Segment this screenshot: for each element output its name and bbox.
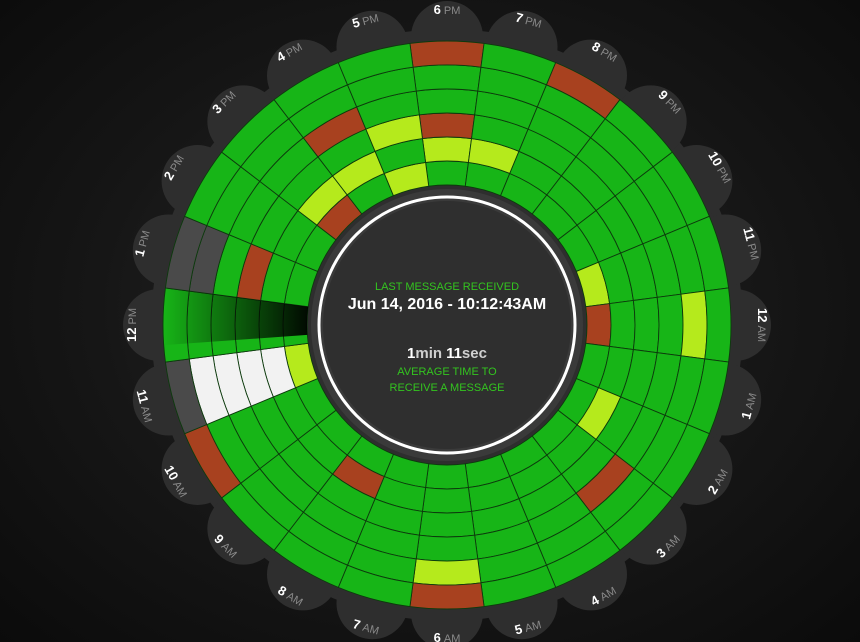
hour-label-number: 12 (755, 308, 770, 322)
hour-label-suffix: AM (138, 405, 154, 424)
hour-label-number: 10 (161, 463, 181, 483)
heatmap-cell (409, 40, 485, 68)
heatmap-cell (412, 558, 482, 586)
avg-sec-unit: sec (462, 345, 487, 362)
heatmap-cell (704, 287, 732, 363)
hour-label-number: 12 (124, 328, 139, 342)
hour-label: 1PM (132, 229, 153, 259)
avg-minutes: 1 (407, 345, 415, 362)
average-caption-line1: AVERAGE TIME TO (397, 366, 497, 378)
hour-label-number: 6 (434, 630, 441, 642)
hub-white-ring (317, 195, 577, 455)
heatmap-cell (421, 487, 473, 514)
hour-label-number: 10 (705, 149, 725, 169)
current-hour-indicator (162, 287, 309, 346)
heatmap-cell (337, 42, 414, 86)
hour-label: 12 AM (755, 308, 770, 342)
hour-label-suffix: PM (127, 308, 139, 325)
average-time-value: 1min 11sec (407, 345, 487, 362)
heatmap-cell (425, 463, 469, 490)
hour-label-number: 7 (351, 617, 362, 633)
heatmap-cell (425, 160, 469, 187)
hour-label: 5PM (351, 10, 381, 31)
hour-label-suffix: PM (137, 229, 153, 248)
hour-label-number: 1 (132, 247, 148, 258)
heatmap-cell (656, 293, 684, 357)
center-hub: LAST MESSAGE RECEIVED Jun 14, 2016 - 10:… (311, 189, 583, 461)
heatmap-cell (632, 296, 660, 354)
heatmap-cell (421, 136, 473, 163)
hour-label: 7PM (514, 10, 544, 31)
heatmap-cell (585, 303, 612, 347)
hub-inner-disc (323, 201, 571, 449)
heatmap-cell (680, 290, 708, 360)
hour-label-suffix: AM (524, 619, 543, 635)
hour-label-suffix: AM (744, 392, 760, 411)
avg-seconds: 11 (446, 345, 462, 362)
hour-label-number: 11 (133, 388, 151, 405)
heatmap-cell (418, 510, 476, 538)
heatmap-cell (412, 64, 482, 92)
hour-label: 6 AM (434, 630, 461, 642)
hour-label-suffix: AM (361, 622, 380, 638)
hour-label-number: 5 (351, 15, 362, 31)
hour-label-number: 5 (513, 622, 524, 638)
hour-label-number: 11 (740, 225, 758, 242)
last-message-time: Jun 14, 2016 - 10:12:43AM (348, 296, 546, 313)
hour-label-suffix: AM (755, 325, 767, 342)
hour-label: 11AM (133, 388, 156, 424)
hour-label-suffix: PM (444, 5, 461, 17)
heatmap-cell (609, 299, 636, 351)
hour-label-suffix: PM (361, 12, 380, 28)
hour-label: 1AM (739, 391, 760, 421)
current-hour-shade (162, 287, 309, 346)
avg-min-unit: min (415, 345, 442, 362)
hour-label: 7AM (351, 617, 381, 638)
hour-label: 6 PM (434, 2, 461, 17)
hour-label: 11PM (740, 225, 763, 261)
hour-label-number: 7 (514, 10, 525, 26)
heatmap-cell (418, 112, 476, 140)
hour-label-number: 6 (434, 2, 441, 17)
last-message-label: LAST MESSAGE RECEIVED (375, 281, 519, 293)
heatmap-cell (415, 88, 479, 116)
hour-label-suffix: PM (524, 15, 543, 31)
hour-label: 12 PM (124, 308, 139, 342)
hour-label-number: 1 (739, 410, 755, 421)
hour-label-suffix: AM (444, 633, 461, 642)
average-caption-line2: RECEIVE A MESSAGE (390, 382, 505, 394)
hour-label: 5AM (513, 617, 543, 638)
heatmap-cell (409, 582, 485, 610)
hour-label-suffix: PM (745, 242, 761, 261)
heatmap-cell (415, 534, 479, 562)
heatmap-cells (162, 40, 732, 610)
